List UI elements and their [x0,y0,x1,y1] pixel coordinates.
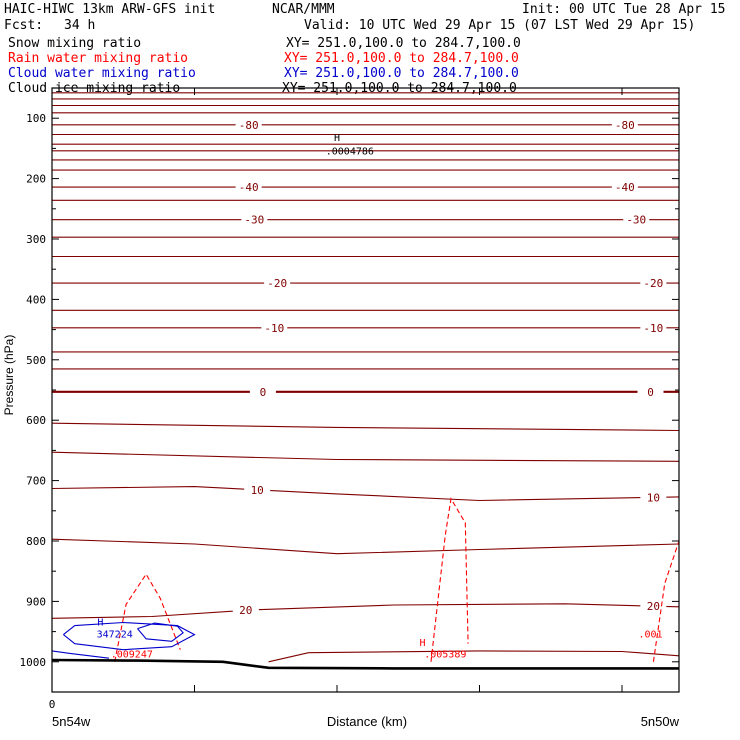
isotherm-label-bg [640,321,667,334]
isotherm-label-bg [232,604,259,617]
isotherm-label: -40 [615,181,635,194]
isotherm-label: -80 [615,119,635,132]
y-tick-label: 400 [26,293,46,306]
isotherm-line [51,422,680,432]
isotherm-label: -10 [264,322,284,335]
isotherm-label: -10 [643,322,663,335]
isotherm-label-bg [611,118,638,131]
isotherm-label-bg [640,600,667,613]
isotherm-label: -40 [239,181,259,194]
cloud-water-contours [51,621,196,659]
isotherm-line [51,451,680,462]
isotherm-label: 20 [239,604,252,617]
isotherm-label-bg [235,118,262,131]
contour-annotation: .001 [638,630,662,641]
isotherm-label-bg [637,385,664,398]
plot-frame [51,87,680,693]
isotherm-label-bg [640,277,667,290]
contour-annotation: H [334,133,340,144]
isotherm-line [268,650,680,663]
isotherm-label-bg [261,321,288,334]
isotherm-label-bg [244,483,271,496]
forecast-label: Fcst: [4,18,44,33]
contour-annotation: .005389 [424,650,466,661]
x-endpoint-left: 5n54w [52,714,91,729]
y-tick-label: 100 [26,112,46,125]
ground-line [51,658,679,670]
isotherm-label-bg [241,213,268,226]
y-tick-label: 200 [26,173,46,186]
y-tick-label: 500 [26,354,46,367]
contour-annotation: 347224 [97,630,133,641]
rain-contours [114,497,680,662]
contour-annotation: H [97,618,103,629]
y-tick-label: 300 [26,233,46,246]
y-tick-label: 600 [26,414,46,427]
isotherm-label: 10 [251,484,264,497]
x-endpoint-right: 5n50w [641,714,680,729]
isotherm-label: -80 [239,119,259,132]
isotherm-label-bg [623,213,650,226]
rain-contour [430,497,469,662]
isotherm-label: 20 [647,600,660,613]
isotherm-label: 0 [647,386,654,399]
legend-rain-label: Rain water mixing ratio [8,51,189,66]
plot-title: HAIC-HIWC 13km ARW-GFS init [4,2,216,17]
y-tick-label: 900 [26,595,46,608]
isotherm-line [51,486,680,502]
x-tick-label: 0 [49,698,56,711]
organization-label: NCAR/MMM [272,2,335,17]
temperature-isotherms: -80 -80 -40 -40 -30 -30 -20 -20 -10 -10 0 0 10 10 20 20 [51,92,680,663]
isotherm-label-bg [611,181,638,194]
isotherm-label-bg [640,491,667,504]
isotherm-label-bg [264,277,291,290]
x-axis-title: Distance (km) [327,714,407,729]
legend-cloud-water-label: Cloud water mixing ratio [8,66,196,81]
contour-annotation: .0004786 [326,146,374,157]
legend-cloud-water-xy: XY= 251.0,100.0 to 284.7,100.0 [284,66,519,81]
legend-snow-label: Snow mixing ratio [8,36,142,51]
valid-time: Valid: 10 UTC Wed 29 Apr 15 (07 LST Wed … [304,18,696,33]
isotherm-label: -30 [244,214,264,227]
cloud-water-contour [137,622,184,642]
legend-rain-xy: XY= 251.0,100.0 to 284.7,100.0 [284,51,519,66]
isotherm-label: -20 [643,277,663,290]
isotherm-line [51,603,680,619]
forecast-hour: 34 h [64,18,96,33]
contour-annotation: .009247 [111,650,153,661]
y-tick-label: 700 [26,475,46,488]
isotherm-label: 10 [647,491,660,504]
isotherm-label: 0 [260,386,267,399]
init-time: Init: 00 UTC Tue 28 Apr 15 [522,2,726,17]
contour-annotation: H [419,638,425,649]
cloud-water-contour [63,621,196,651]
isotherm-label: -20 [267,277,287,290]
isotherm-line [51,538,680,555]
rain-contour [652,540,680,662]
y-tick-label: 800 [26,535,46,548]
isotherm-label-bg [249,385,276,398]
isotherm-label-bg [235,181,262,194]
legend-snow-xy: XY= 251.0,100.0 to 284.7,100.0 [286,36,521,51]
y-axis-title: Pressure (hPa) [2,335,16,416]
y-tick-label: 1000 [20,656,47,669]
isotherm-label: -30 [626,214,646,227]
terrain-line [51,658,679,670]
cloud-water-contour [51,650,110,659]
